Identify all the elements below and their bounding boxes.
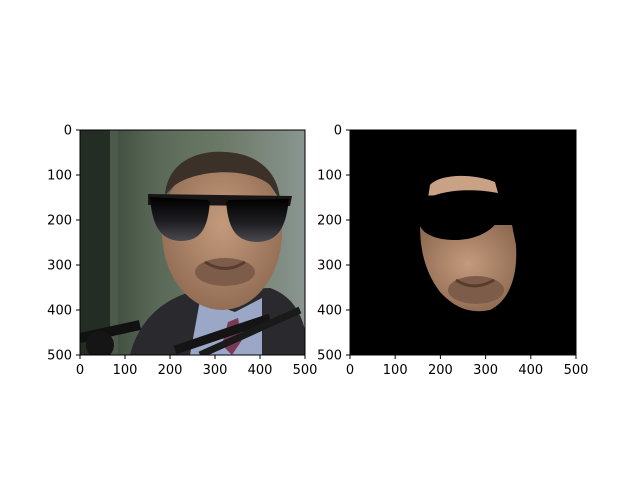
hair-shape bbox=[165, 151, 280, 200]
left-x-ticks: 0 100 200 300 400 500 bbox=[76, 355, 318, 378]
right-y-tick-label: 200 bbox=[317, 214, 342, 229]
right-y-tick-label: 500 bbox=[317, 349, 342, 364]
right-x-tick-label: 100 bbox=[383, 363, 408, 378]
masked-mouth bbox=[455, 278, 495, 288]
beard-shape bbox=[195, 258, 255, 286]
photo-dark-wall bbox=[80, 130, 110, 355]
right-y-tick-label: 400 bbox=[317, 304, 342, 319]
left-x-tick-label: 0 bbox=[76, 363, 84, 378]
microphone-3 bbox=[198, 306, 302, 355]
right-image bbox=[350, 130, 576, 355]
left-y-tick-label: 100 bbox=[47, 169, 72, 184]
left-x-tick-label: 100 bbox=[113, 363, 138, 378]
microphone-head bbox=[86, 331, 114, 355]
left-y-tick-label: 400 bbox=[47, 304, 72, 319]
left-x-tick-label: 300 bbox=[203, 363, 228, 378]
right-axes-frame bbox=[349, 129, 577, 356]
left-x-tick-label: 400 bbox=[248, 363, 273, 378]
right-x-tick-label: 500 bbox=[564, 363, 589, 378]
right-x-ticks: 0 100 200 300 400 500 bbox=[346, 355, 589, 378]
sunglasses-right-lens bbox=[226, 199, 289, 242]
right-x-tick-label: 400 bbox=[518, 363, 543, 378]
left-image bbox=[80, 130, 305, 355]
left-y-tick-label: 200 bbox=[47, 214, 72, 229]
left-y-tick-label: 300 bbox=[47, 259, 72, 274]
masked-eye-region bbox=[418, 193, 500, 240]
right-x-tick-label: 300 bbox=[473, 363, 498, 378]
right-x-tick-label: 200 bbox=[428, 363, 453, 378]
mouth-shape bbox=[204, 260, 246, 270]
left-y-tick-label: 500 bbox=[47, 349, 72, 364]
masked-forehead bbox=[428, 175, 498, 198]
left-y-ticks: 0 100 200 300 400 500 bbox=[47, 124, 80, 364]
microphone-2 bbox=[173, 313, 272, 355]
right-y-tick-label: 100 bbox=[317, 169, 342, 184]
right-y-tick-label: 0 bbox=[334, 124, 342, 139]
left-axes-frame bbox=[79, 129, 306, 356]
sunglasses-bridge bbox=[207, 196, 229, 202]
left-axes: 0 100 200 300 400 500 0 100 200 300 400 500 bbox=[47, 124, 317, 379]
left-x-tick-label: 500 bbox=[293, 363, 318, 378]
left-y-tick-label: 0 bbox=[64, 124, 72, 139]
right-y-ticks: 0 100 200 300 400 500 bbox=[317, 124, 350, 364]
right-x-tick-label: 0 bbox=[346, 363, 354, 378]
right-axes: 0 100 200 300 400 500 0 100 200 300 400 500 bbox=[317, 124, 588, 379]
sunglasses-left-lens bbox=[150, 197, 210, 241]
photo-pillar bbox=[110, 130, 118, 355]
right-y-tick-label: 300 bbox=[317, 259, 342, 274]
left-x-tick-label: 200 bbox=[158, 363, 183, 378]
